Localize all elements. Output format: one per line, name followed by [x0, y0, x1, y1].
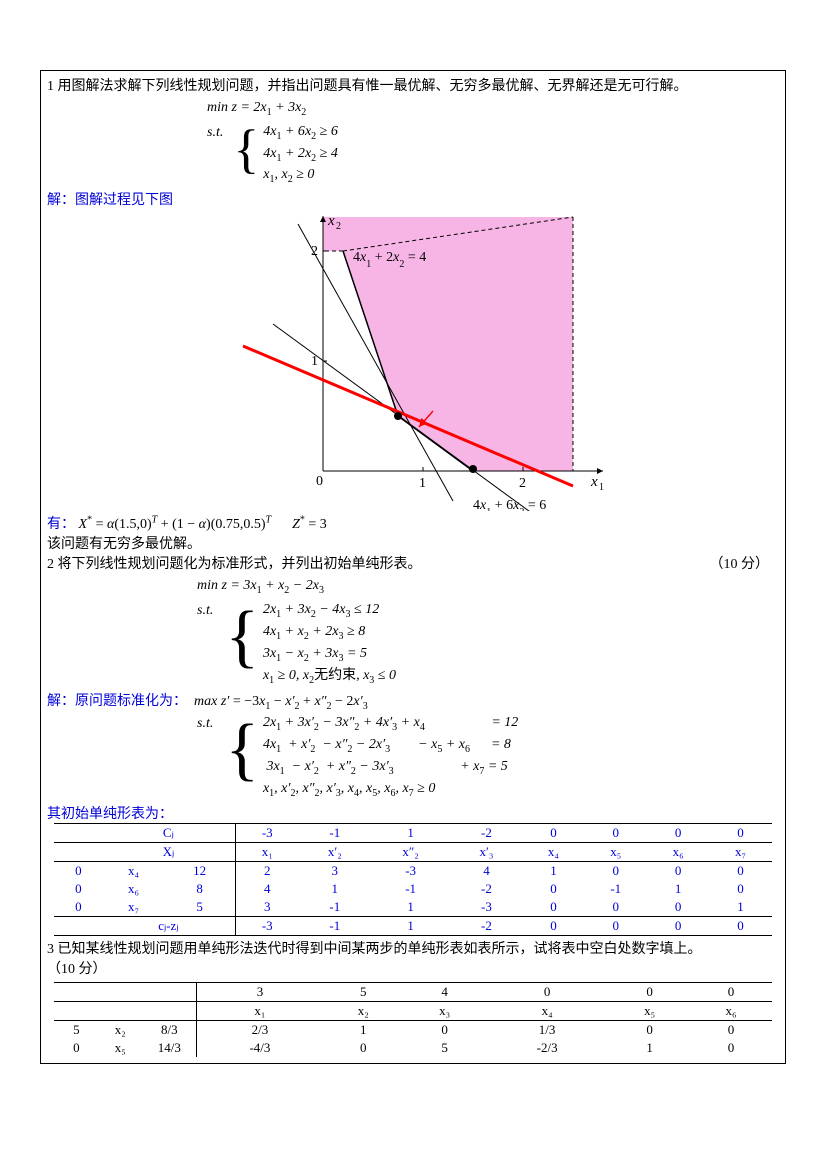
q1-objective: min z = 2x1 + 3x2 [207, 97, 779, 120]
q2-prompt: 2 将下列线性规划问题化为标准形式，并列出初始单纯形表。 （10 分） [47, 553, 779, 573]
svg-text:x: x [327, 213, 335, 229]
q1-solution-caption: 解：图解过程见下图 [47, 189, 779, 209]
q1-graph: 0 1 2 1 2 x 1 x 2 4x1 + 2x2 = 4 4x1 + 6x… [47, 211, 779, 511]
svg-text:1: 1 [599, 482, 604, 493]
svg-text:2: 2 [336, 221, 341, 232]
q1-prompt: 1 用图解法求解下列线性规划问题，并指出问题具有惟一最优解、无穷多最优解、无界解… [47, 75, 779, 95]
svg-text:2: 2 [311, 244, 318, 259]
svg-text:1: 1 [311, 354, 318, 369]
q2-objective: min z = 3x1 + x2 − 2x3 [197, 575, 779, 598]
q3-points: （10 分） [47, 958, 779, 978]
svg-text:4x1 + 6x2 = 6: 4x1 + 6x2 = 6 [473, 498, 546, 511]
document-frame: 1 用图解法求解下列线性规划问题，并指出问题具有惟一最优解、无穷多最优解、无界解… [40, 70, 786, 1064]
svg-text:x: x [590, 474, 598, 490]
q2-std-caption: 解：原问题标准化为： max z′ = −3x1 − x′2 + x″2 − 2… [47, 690, 779, 712]
q2-simplex-table: Cⱼ -3 -1 1 -2 0 0 0 0 Xⱼ x₁ x′₂ x″₂ x′₃ … [54, 823, 771, 936]
q1-conclusion: 该问题有无穷多最优解。 [47, 533, 779, 553]
q3-simplex-table: 3 5 4 0 0 0 x₁ x₂ x₃ x₄ x₅ x₆ 5x₂8/3 2/3… [54, 982, 771, 1057]
svg-text:0: 0 [316, 474, 323, 489]
q2-std-constraints: s.t. { 2x1 + 3x′2 − 3x″2 + 4x′3 + x4 = 1… [197, 713, 779, 800]
svg-text:1: 1 [419, 476, 426, 491]
svg-text:2: 2 [519, 476, 526, 491]
q1-result: 有： X* = α(1.5,0)T + (1 − α)(0.75,0.5)T Z… [47, 513, 779, 533]
q2-constraints: s.t. { 2x1 + 3x2 − 4x3 ≤ 12 4x1 + x2 + 2… [197, 600, 779, 687]
q2-table-caption: 其初始单纯形表为： [47, 803, 779, 823]
q1-constraints: s.t. { 4x1 + 6x2 ≥ 6 4x1 + 2x2 ≥ 4 x1, x… [207, 122, 779, 187]
q3-prompt: 3 已知某线性规划问题用单纯形法迭代时得到中间某两步的单纯形表如表所示，试将表中… [47, 938, 779, 958]
